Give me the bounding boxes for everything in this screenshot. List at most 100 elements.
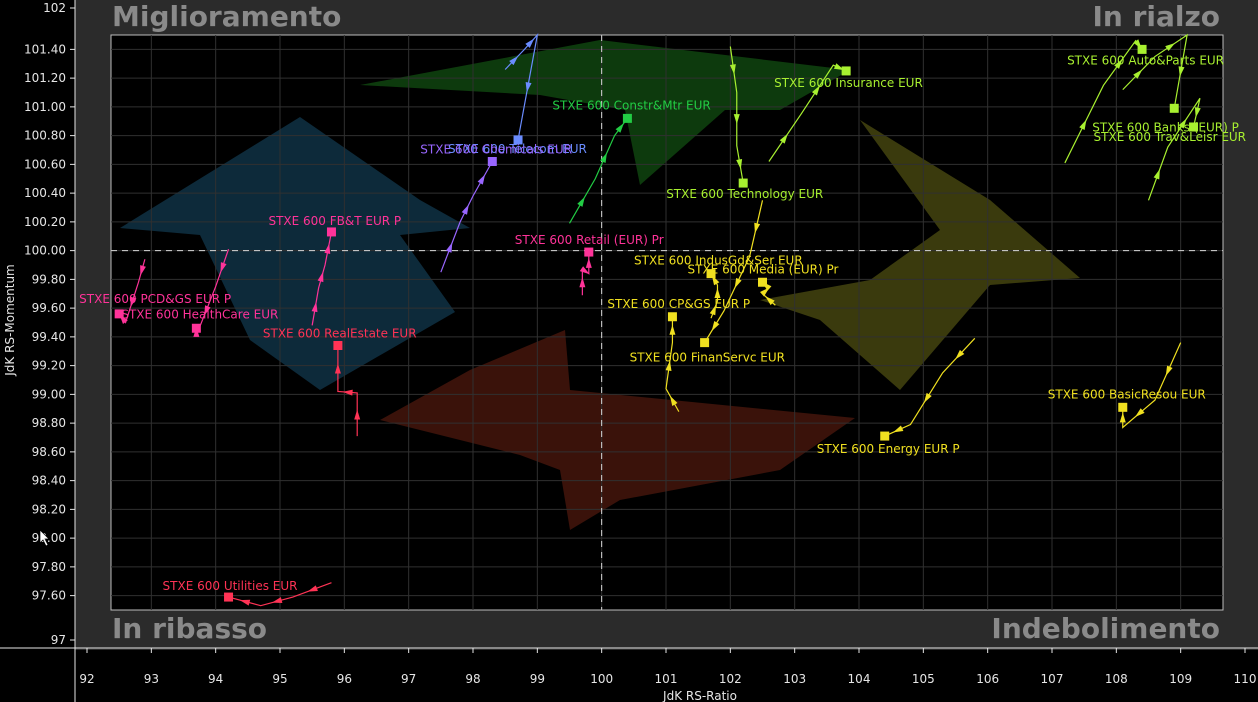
series-label: STXE 600 PCD&GS EUR P <box>79 292 231 306</box>
x-tick-label: 108 <box>1105 672 1128 686</box>
y-tick-label: 99.40 <box>32 330 66 344</box>
series: STXE 600 Auto&Parts EUR <box>1064 39 1224 164</box>
series-arrowhead <box>1194 107 1201 118</box>
series-arrowhead <box>600 152 607 163</box>
series-arrowhead <box>204 305 211 316</box>
series-head-marker <box>880 431 890 441</box>
y-tick-label: 99.00 <box>32 387 66 401</box>
series-arrowhead <box>354 409 361 420</box>
series-arrowhead <box>239 599 251 606</box>
series-arrowhead <box>342 389 353 396</box>
series-layer: STXE 600 Auto&Parts EUR STXE 600 Banks (E… <box>79 33 1246 607</box>
series-label: STXE 600 IndusGd&Ser EUR <box>634 254 803 268</box>
series-arrowhead <box>324 243 331 254</box>
series: STXE 600 Banks (EUR) P <box>1092 33 1239 134</box>
y-axis-title: JdK RS-Momentum <box>3 264 17 377</box>
y-tick-label: 100.80 <box>24 129 66 143</box>
y-tick-label: 98.80 <box>32 416 66 430</box>
series-head-marker <box>706 269 716 279</box>
y-tick-label: 100.60 <box>24 157 66 171</box>
grid <box>111 35 1223 610</box>
y-tick-label: 100.20 <box>24 215 66 229</box>
series-head-marker <box>738 178 748 188</box>
series-arrowhead <box>311 301 318 313</box>
y-tick-label: 100.00 <box>24 244 66 258</box>
series-label: STXE 600 FB&T EUR P <box>268 214 401 228</box>
improving-arrow <box>360 40 850 185</box>
y-tick-label: 100.40 <box>24 186 66 200</box>
series-label: STXE 600 HealthCare EUR <box>121 307 278 321</box>
quadrant-bottom-right: Indebolimento <box>991 612 1220 645</box>
series-arrowhead <box>525 38 535 48</box>
series-arrowhead <box>1119 412 1126 423</box>
series-head-marker <box>191 323 201 333</box>
x-tick-label: 94 <box>208 672 223 686</box>
reference-lines <box>111 35 1223 610</box>
y-tick-label: 102 <box>43 1 66 15</box>
x-tick-label: 100 <box>590 672 613 686</box>
series-head-marker <box>224 592 234 602</box>
series-label: STXE 600 Telecom EUR <box>448 142 587 156</box>
series-arrowhead <box>1153 169 1160 180</box>
x-tick-label: 103 <box>783 672 806 686</box>
series-arrowhead <box>577 196 585 207</box>
series: STXE 600 Insurance EUR <box>768 63 923 162</box>
y-tick-label: 98.60 <box>32 445 66 459</box>
series-arrowhead <box>669 395 678 406</box>
series-arrowhead <box>509 55 519 66</box>
series-arrowhead <box>140 265 146 276</box>
series: STXE 600 BasicResou EUR <box>1048 342 1206 429</box>
series-arrowhead <box>733 114 740 125</box>
series-arrowhead <box>307 585 318 592</box>
x-tick-label: 97 <box>401 672 416 686</box>
series-head-marker <box>1118 402 1128 412</box>
recovering-arrow <box>120 117 470 390</box>
quadrant-top-right: In rialzo <box>1092 0 1220 33</box>
series-arrowhead <box>729 64 736 75</box>
series-arrowhead <box>615 122 624 133</box>
x-axis-title: JdK RS-Ratio <box>662 689 737 702</box>
series: STXE 600 RealEstate EUR <box>263 327 417 437</box>
series-arrowhead <box>714 288 721 299</box>
x-tick-label: 96 <box>337 672 352 686</box>
y-tick-label: 99.80 <box>32 272 66 286</box>
series-arrowhead <box>1135 408 1145 418</box>
series-label: STXE 600 Utilities EUR <box>163 579 298 593</box>
series-arrowhead <box>130 296 137 308</box>
series-arrowhead <box>1133 69 1143 79</box>
series: STXE 600 Media (EUR) Pr <box>688 262 839 306</box>
x-tick-label: 106 <box>976 672 999 686</box>
y-axis-ticks: 97 97.60 97.80 98.00 98.20 98.40 98.60 98.80 99.… <box>24 1 75 647</box>
series-head-marker <box>513 135 523 145</box>
series-label: STXE 600 BasicResou EUR <box>1048 387 1206 401</box>
series-arrowhead <box>711 320 720 332</box>
series: STXE 600 HealthCare EUR <box>121 248 278 337</box>
x-tick-label: 109 <box>1169 672 1192 686</box>
x-tick-label: 99 <box>530 672 545 686</box>
y-tick-label: 101.20 <box>24 71 66 85</box>
rotation-arrows <box>120 40 1080 530</box>
series-arrowhead <box>461 204 469 215</box>
series-label: STXE 600 CP&GS EUR P <box>607 297 750 311</box>
x-tick-label: 104 <box>848 672 871 686</box>
series-arrowhead <box>736 158 743 170</box>
y-tick-label: 97.80 <box>32 560 66 574</box>
x-axis-ticks: 92 93 94 95 96 97 98 99 100 101 102 103 104 105 106 107… <box>79 648 1256 686</box>
series-label: STXE 600 RealEstate EUR <box>263 327 417 341</box>
series-label: STXE 600 Constr&Mtr EUR <box>552 98 710 112</box>
series-arrowhead <box>445 242 453 253</box>
series: STXE 600 FB&T EUR P <box>268 214 401 326</box>
series: STXE 600 Chemicals EUR <box>420 143 572 273</box>
series-arrowhead <box>923 392 932 403</box>
series-arrowhead <box>1178 118 1187 129</box>
series-arrowhead <box>765 296 775 306</box>
quadrant-bottom-left: In ribasso <box>112 612 267 645</box>
series-arrowhead <box>779 133 788 144</box>
series-label: STXE 600 Auto&Parts EUR <box>1067 53 1224 67</box>
series-arrowhead <box>1079 119 1087 130</box>
series-label: STXE 600 Technology EUR <box>666 187 823 201</box>
series-arrowhead <box>579 266 590 275</box>
series-arrowhead <box>811 85 820 96</box>
series: STXE 600 Telecom EUR <box>448 33 587 156</box>
series-label: STXE 600 Chemicals EUR <box>420 143 572 157</box>
